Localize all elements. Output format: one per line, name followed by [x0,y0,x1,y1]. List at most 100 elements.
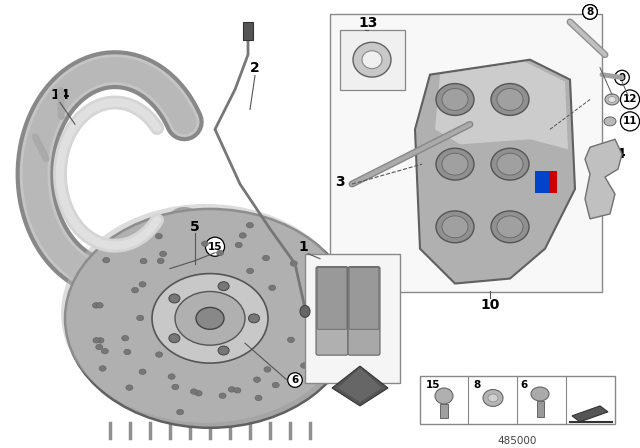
Text: 5: 5 [190,220,200,234]
Text: 1: 1 [298,240,308,254]
Ellipse shape [61,204,351,423]
Ellipse shape [169,334,180,343]
Ellipse shape [483,389,503,406]
Ellipse shape [253,377,260,383]
Ellipse shape [262,255,269,261]
Ellipse shape [442,216,468,238]
Text: 15: 15 [426,380,440,390]
Text: 6: 6 [291,375,299,385]
Ellipse shape [92,303,99,308]
Ellipse shape [137,315,143,321]
Ellipse shape [436,84,474,116]
Polygon shape [415,60,575,284]
Ellipse shape [248,314,259,323]
Ellipse shape [301,363,308,368]
Ellipse shape [126,385,133,390]
Polygon shape [572,406,608,422]
Ellipse shape [156,352,163,357]
Ellipse shape [96,345,103,350]
Ellipse shape [97,338,104,343]
Ellipse shape [122,336,129,341]
Ellipse shape [290,261,297,266]
Ellipse shape [139,282,146,287]
Ellipse shape [140,258,147,264]
Ellipse shape [191,389,197,394]
Ellipse shape [218,346,229,355]
Ellipse shape [442,153,468,175]
Ellipse shape [239,233,246,238]
Ellipse shape [157,258,164,263]
Ellipse shape [216,250,223,256]
Ellipse shape [168,374,175,379]
Ellipse shape [196,307,224,329]
Ellipse shape [307,305,314,310]
Ellipse shape [175,292,245,345]
FancyBboxPatch shape [317,267,347,329]
Ellipse shape [177,409,184,415]
Ellipse shape [132,288,138,293]
Ellipse shape [435,388,453,404]
Ellipse shape [65,209,355,428]
Ellipse shape [93,338,100,343]
Ellipse shape [219,393,226,398]
Bar [243,22,253,40]
Bar [420,376,615,424]
Ellipse shape [300,306,310,317]
Text: 9: 9 [618,73,625,82]
Ellipse shape [169,294,180,303]
Ellipse shape [202,241,209,246]
Ellipse shape [102,258,109,263]
Ellipse shape [488,394,498,402]
Bar [535,171,549,193]
Text: 13: 13 [358,16,378,30]
Text: 15: 15 [208,242,222,252]
Bar [537,401,544,417]
Ellipse shape [139,369,146,375]
Ellipse shape [310,357,317,362]
Ellipse shape [531,387,549,401]
FancyBboxPatch shape [316,267,348,355]
Text: 8: 8 [586,7,594,17]
Ellipse shape [608,96,616,103]
Ellipse shape [491,84,529,116]
Ellipse shape [96,302,103,308]
Ellipse shape [236,242,242,248]
Text: 3: 3 [335,175,345,189]
Text: 7: 7 [328,339,338,353]
Text: 11: 11 [623,116,637,126]
Ellipse shape [228,387,236,392]
Ellipse shape [362,51,382,69]
Ellipse shape [326,340,333,345]
Ellipse shape [442,89,468,110]
Bar [305,254,400,383]
Text: 4: 4 [615,147,625,161]
Bar [440,404,448,418]
Polygon shape [435,62,568,149]
Bar [330,14,602,293]
Text: 485000: 485000 [497,436,537,446]
Bar [340,30,405,90]
Ellipse shape [255,395,262,401]
Text: 2: 2 [250,60,260,75]
Ellipse shape [99,366,106,371]
Ellipse shape [156,233,163,239]
Ellipse shape [436,211,474,243]
Ellipse shape [234,388,241,393]
Text: 8: 8 [473,380,480,390]
Ellipse shape [497,153,523,175]
Ellipse shape [124,349,131,355]
Polygon shape [338,368,382,402]
Ellipse shape [269,285,276,290]
Ellipse shape [101,349,108,354]
Polygon shape [585,139,622,219]
Ellipse shape [436,148,474,180]
Bar [549,171,557,193]
Text: 8: 8 [586,7,594,17]
Ellipse shape [195,391,202,396]
Text: 6: 6 [520,380,527,390]
Ellipse shape [246,223,253,228]
Ellipse shape [605,94,619,105]
FancyBboxPatch shape [348,267,380,355]
Ellipse shape [332,294,339,300]
Ellipse shape [218,282,229,291]
